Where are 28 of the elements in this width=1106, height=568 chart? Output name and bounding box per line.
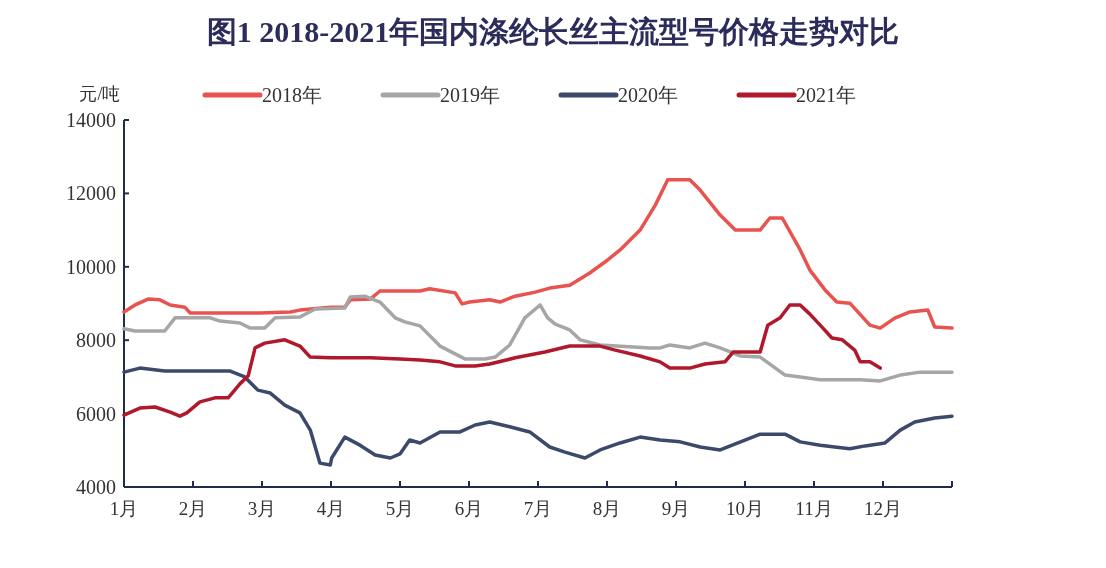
- y-tick-label: 10000: [66, 255, 116, 278]
- x-tick-label: 8月: [592, 498, 622, 519]
- x-tick-label: 9月: [661, 498, 691, 519]
- x-tick-label: 7月: [523, 498, 553, 519]
- x-tick-label: 5月: [385, 498, 415, 519]
- line-series: [122, 178, 954, 330]
- y-tick-label: 14000: [66, 109, 116, 131]
- x-tick-label: 12月: [864, 498, 902, 519]
- y-tick-label: 6000: [76, 402, 116, 425]
- x-tick-label: 11月: [795, 498, 833, 519]
- x-tick-label: 3月: [247, 498, 277, 519]
- chart-title: 图1 2018-2021年国内涤纶长丝主流型号价格走势对比: [206, 15, 900, 48]
- x-tick-label: 2月: [178, 498, 208, 519]
- y-tick-label: 12000: [66, 182, 116, 205]
- y-tick-label: 4000: [76, 476, 116, 498]
- x-tick-label: 1月: [109, 498, 139, 519]
- y-axis-title: 元/吨: [79, 84, 121, 104]
- line-series: [122, 294, 954, 383]
- line-series: [122, 366, 954, 467]
- x-tick-label: 6月: [454, 498, 484, 519]
- x-tick-label: 4月: [316, 498, 346, 519]
- x-tick-label: 10月: [726, 498, 764, 519]
- legend-label: 2018年: [262, 84, 322, 106]
- line-series: [122, 303, 882, 418]
- legend-label: 2020年: [618, 84, 678, 106]
- y-tick-label: 8000: [76, 329, 116, 352]
- legend-label: 2019年: [440, 84, 500, 106]
- legend-label: 2021年: [796, 84, 856, 106]
